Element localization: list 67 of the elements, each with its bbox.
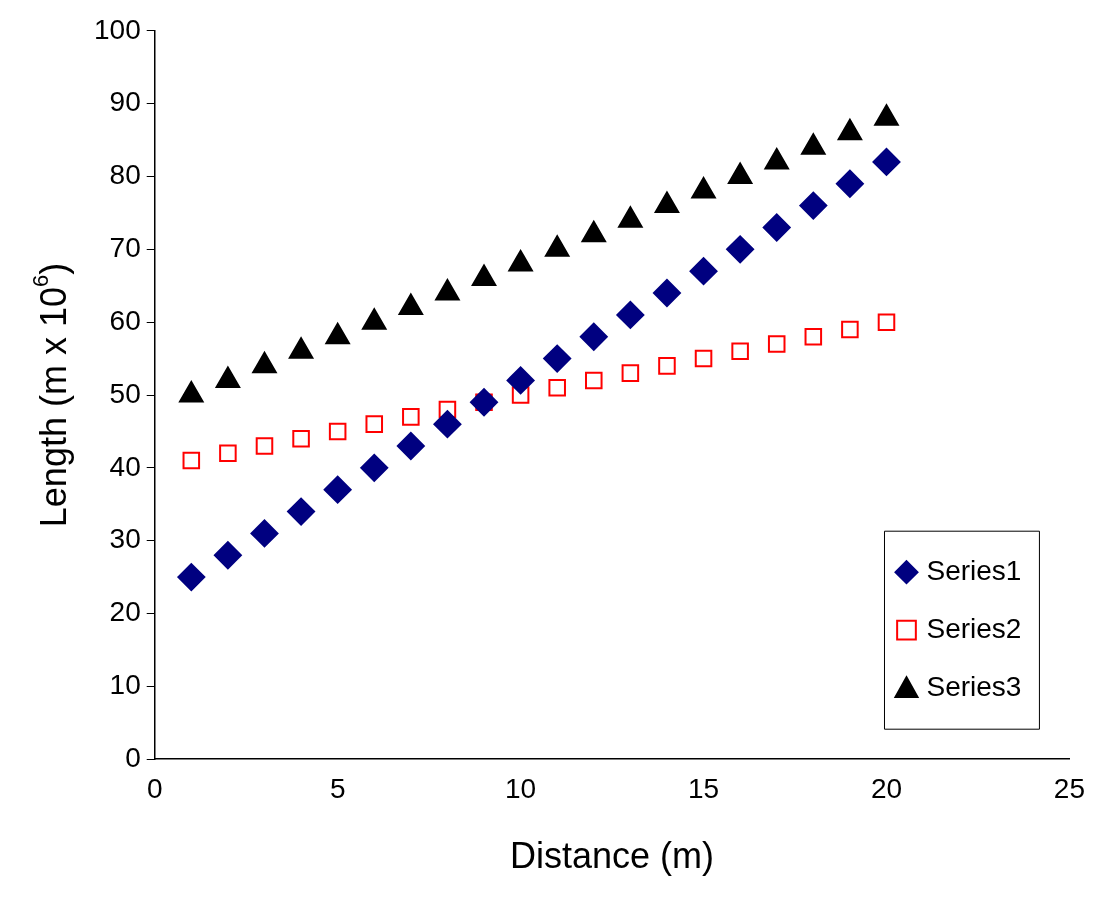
point [767, 335, 786, 353]
legend-label: Series2 [926, 612, 1022, 644]
point [801, 133, 826, 155]
x-tick-label: 20 [870, 772, 903, 804]
point [618, 206, 643, 228]
point [654, 191, 680, 214]
point [219, 444, 237, 463]
point [177, 563, 206, 592]
x-tick-label: 15 [687, 772, 720, 804]
point [874, 104, 899, 126]
y-tick-label: 20 [109, 596, 141, 628]
point [616, 300, 645, 329]
point [837, 118, 863, 141]
y-tick-label: 30 [109, 523, 141, 555]
y-tick-label: 50 [109, 377, 141, 409]
x-tick-label: 25 [1053, 772, 1086, 804]
y-tick-label: 60 [109, 304, 141, 336]
point [877, 313, 896, 331]
point [360, 453, 389, 482]
point [213, 541, 242, 570]
x-axis-title: Distance (m) [510, 835, 715, 877]
point [543, 344, 572, 373]
point [433, 410, 462, 439]
point [292, 429, 310, 448]
x-tick-label: 5 [329, 772, 346, 804]
point [508, 249, 533, 272]
y-tick-label: 90 [109, 86, 141, 118]
point [361, 308, 387, 330]
point [804, 327, 823, 346]
x-tick-label: 10 [505, 772, 537, 804]
point [585, 371, 603, 390]
point [544, 235, 570, 257]
point [579, 322, 608, 351]
point [764, 147, 789, 170]
point [435, 279, 460, 301]
point [621, 364, 640, 382]
point [250, 519, 279, 548]
legend-label: Series3 [926, 670, 1022, 702]
y-tick-label: 0 [125, 741, 141, 773]
point [727, 162, 753, 184]
point [470, 388, 499, 417]
y-tick-label: 80 [109, 159, 141, 191]
point [402, 408, 420, 426]
point [471, 264, 497, 286]
point [581, 220, 607, 243]
y-tick-label: 40 [109, 450, 141, 482]
point [182, 451, 201, 470]
point [506, 366, 535, 395]
point [328, 422, 347, 441]
x-tick-label: 0 [146, 772, 163, 804]
point [694, 349, 713, 368]
point [658, 357, 676, 375]
point [731, 342, 749, 361]
legend-label: Series1 [926, 554, 1022, 586]
point [396, 431, 425, 460]
point [398, 293, 424, 316]
point [287, 497, 316, 526]
y-tick-label: 100 [94, 13, 141, 45]
point [841, 320, 859, 339]
point [255, 437, 274, 455]
y-tick-label: 70 [109, 232, 141, 264]
point [323, 475, 352, 504]
point [548, 378, 566, 397]
point [691, 177, 716, 199]
y-axis-title: Length (m x 106) [28, 262, 74, 528]
y-tick-label: 10 [109, 669, 141, 701]
point [365, 415, 384, 433]
